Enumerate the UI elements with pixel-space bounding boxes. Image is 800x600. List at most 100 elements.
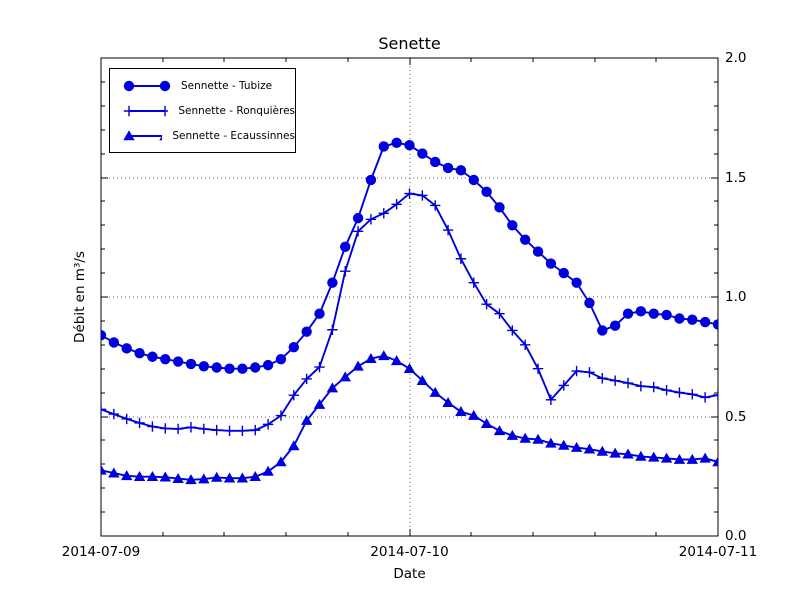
legend-glyph-plus — [123, 105, 169, 116]
plus-marker — [635, 380, 647, 392]
circle-marker — [674, 313, 685, 324]
circle-marker — [712, 319, 718, 330]
circle-marker — [185, 358, 197, 370]
plus-marker — [352, 226, 364, 237]
plot-area — [101, 137, 718, 485]
plus-marker — [391, 199, 402, 210]
triangle-marker — [648, 451, 660, 462]
legend-label: Sennette - Ronquières — [178, 104, 295, 117]
circle-marker — [301, 326, 312, 337]
triangle-marker — [480, 417, 493, 428]
x-tick-label: 2014-07-10 — [370, 544, 449, 560]
triangle-marker — [583, 443, 596, 454]
series-markers-0 — [101, 137, 718, 374]
triangle-marker — [288, 440, 300, 451]
plus-marker — [327, 324, 338, 335]
circle-marker — [198, 361, 210, 372]
plus-marker — [211, 424, 222, 436]
triangle-marker — [403, 363, 416, 373]
triangle-marker — [133, 471, 146, 482]
circle-marker — [584, 297, 595, 309]
circle-marker — [648, 308, 659, 319]
triangle-marker — [123, 129, 135, 140]
plus-marker — [712, 389, 718, 401]
plus-marker — [108, 408, 120, 420]
plus-marker — [365, 214, 377, 225]
triangle-marker — [223, 472, 236, 483]
legend-label: Sennette - Tubize — [181, 79, 273, 92]
chart-title: Senette — [378, 34, 441, 53]
circle-marker — [545, 258, 557, 269]
circle-marker — [391, 137, 402, 149]
triangle-marker — [673, 453, 686, 464]
triangle-marker — [159, 471, 171, 482]
x-tick-label: 2014-07-09 — [61, 544, 141, 560]
triangle-marker — [545, 437, 557, 448]
circle-marker — [558, 267, 569, 279]
triangle-marker — [339, 371, 351, 382]
circle-marker — [481, 186, 492, 198]
circle-marker — [147, 351, 158, 362]
triangle-marker — [101, 464, 107, 475]
y-tick-label: 0.0 — [725, 528, 747, 544]
triangle-marker — [519, 432, 531, 443]
plus-marker — [288, 390, 300, 401]
triangle-marker — [506, 429, 519, 440]
plus-marker — [404, 188, 415, 199]
circle-marker — [609, 320, 621, 331]
plus-marker — [262, 419, 274, 430]
circle-marker — [442, 162, 454, 174]
plus-marker — [185, 422, 197, 433]
circle-marker — [417, 148, 428, 159]
plus-marker — [237, 425, 248, 437]
series-0 — [101, 137, 718, 374]
triangle-marker — [493, 425, 506, 436]
circle-marker — [224, 363, 235, 374]
plus-marker — [123, 105, 135, 116]
plus-marker — [532, 363, 544, 374]
triangle-marker — [416, 374, 429, 385]
circle-marker — [340, 241, 351, 253]
triangle-marker — [699, 452, 711, 463]
circle-marker — [622, 308, 634, 319]
plus-marker — [442, 224, 454, 236]
y-axis-label: Débit en m³/s — [72, 251, 88, 343]
plus-marker — [340, 265, 351, 277]
plus-marker — [121, 413, 132, 425]
plus-marker — [417, 190, 428, 201]
circle-marker — [262, 359, 274, 371]
circle-marker — [101, 330, 107, 341]
triangle-marker — [390, 355, 403, 366]
triangle-marker — [172, 472, 184, 483]
triangle-marker — [146, 471, 159, 482]
plus-marker — [481, 298, 492, 310]
series-markers-2 — [101, 350, 718, 485]
x-tick-label: 2014-07-11 — [678, 544, 758, 560]
plus-marker — [584, 367, 595, 378]
circle-marker — [159, 80, 171, 91]
circle-marker — [687, 314, 698, 325]
circle-marker — [275, 353, 287, 365]
plus-marker — [160, 423, 171, 434]
circle-marker — [455, 165, 467, 176]
triangle-marker — [660, 452, 673, 463]
circle-marker — [288, 341, 300, 353]
triangle-marker — [378, 350, 390, 361]
circle-marker — [661, 309, 672, 321]
triangle-marker — [198, 473, 210, 484]
y-tick-label: 1.0 — [725, 289, 747, 305]
triangle-marker — [185, 474, 197, 485]
triangle-marker — [326, 382, 339, 393]
circle-marker — [172, 356, 184, 367]
circle-marker — [211, 362, 222, 373]
circle-marker — [494, 202, 505, 213]
plus-marker — [648, 381, 659, 393]
series-markers-1 — [101, 188, 718, 437]
triangle-marker — [635, 450, 647, 461]
circle-marker — [699, 316, 711, 328]
circle-marker — [250, 362, 261, 373]
plus-marker — [172, 423, 184, 435]
circle-marker — [327, 277, 338, 288]
triangle-marker — [532, 433, 544, 444]
circle-marker — [635, 306, 647, 317]
